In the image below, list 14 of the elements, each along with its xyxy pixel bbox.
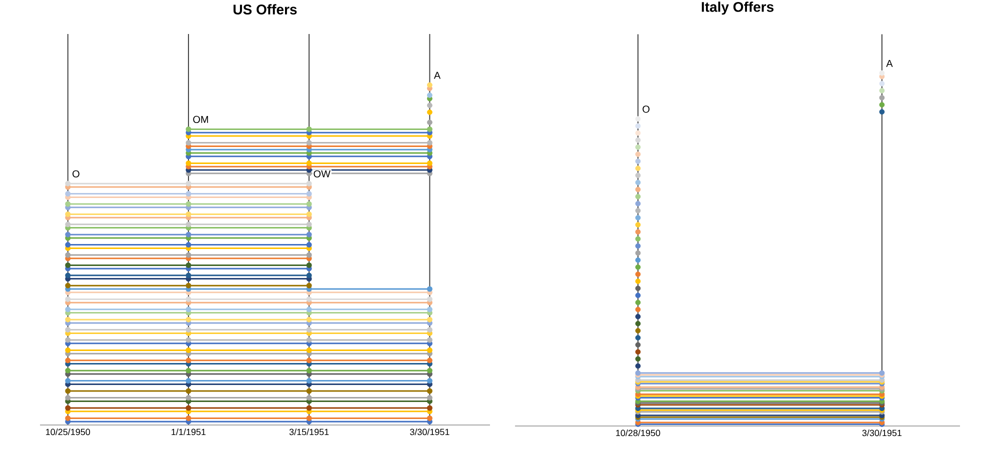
x-tick-label: 10/25/1950 bbox=[46, 428, 90, 436]
annotation: O bbox=[72, 170, 80, 178]
annotation: OW bbox=[314, 170, 330, 178]
x-tick-label: 3/30/1951 bbox=[862, 430, 902, 436]
annotation: O bbox=[642, 106, 650, 113]
chart-title: US Offers bbox=[234, 4, 297, 14]
x-tick-label: 10/28/1950 bbox=[616, 430, 660, 436]
annotation: A bbox=[886, 60, 893, 67]
annotation: A bbox=[434, 72, 441, 79]
x-tick-label: 3/15/1951 bbox=[289, 428, 329, 436]
x-tick-label: 3/30/1951 bbox=[410, 428, 450, 436]
annotation: OM bbox=[193, 116, 208, 123]
chart-title: Italy Offers bbox=[702, 2, 774, 15]
x-tick-label: 1/1/1951 bbox=[172, 428, 206, 436]
